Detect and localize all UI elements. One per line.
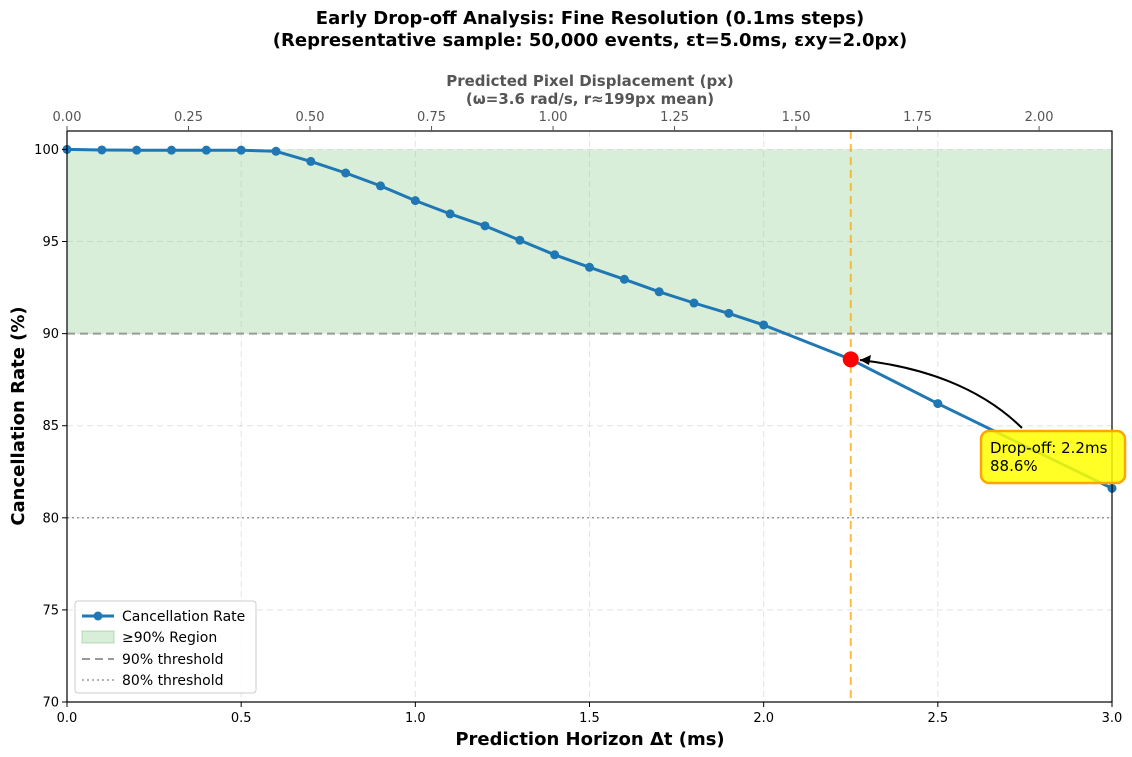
series-point: [132, 145, 142, 155]
series-point: [445, 209, 455, 219]
top-tick-label: 0.50: [296, 110, 325, 125]
legend-box: [74, 600, 257, 694]
annotation-text-line2: 88.6%: [990, 457, 1038, 475]
dropoff-marker: [842, 351, 859, 368]
x-axis-label: Prediction Horizon Δt (ms): [455, 729, 724, 750]
top-tick-label: 1.25: [660, 110, 689, 125]
series-point: [410, 196, 420, 206]
series-point: [654, 287, 664, 297]
top-tick-label: 1.00: [539, 110, 568, 125]
annotation-text-line1: Drop-off: 2.2ms: [990, 439, 1108, 457]
series-point: [759, 320, 769, 330]
series-point: [236, 145, 246, 155]
legend-swatch-series-marker: [93, 611, 103, 621]
series-point: [376, 181, 385, 191]
top-tick-label: 1.50: [782, 110, 811, 125]
top-tick-label: 0.00: [53, 110, 82, 125]
chart-title-line2: (Representative sample: 50,000 events, ε…: [273, 30, 907, 51]
dropoff-annotation: Drop-off: 2.2ms 88.6%: [859, 355, 1127, 485]
legend-label-threshold-80: 80% threshold: [122, 673, 224, 689]
annotation-arrow-head: [860, 355, 871, 365]
annotation-arrow: [859, 359, 1023, 429]
x-tick-label: 2.0: [753, 711, 774, 726]
tick-layer: 0.0 0.5 1.0 1.5 2.0 2.5 3.0 70 75 80 85 90 95 100 0.00…: [34, 110, 1122, 726]
y-tick-label: 70: [42, 696, 59, 711]
series-point: [97, 145, 107, 155]
x-tick-label: 1.0: [405, 711, 426, 726]
legend: Cancellation Rate ≥90% Region 90% thresh…: [74, 600, 257, 694]
dropoff-layer: [842, 351, 859, 368]
x-tick-label: 3.0: [1102, 711, 1123, 726]
top-tick-label: 0.25: [174, 110, 203, 125]
series-point: [933, 399, 943, 409]
legend-label-series: Cancellation Rate: [122, 609, 245, 625]
series-point: [167, 145, 176, 155]
top-axis-title-line2: (ω=3.6 rad/s, r≈199px mean): [466, 90, 714, 108]
y-tick-label: 95: [42, 235, 59, 250]
series-point: [550, 250, 560, 260]
series-point: [619, 274, 629, 284]
series-point: [585, 262, 594, 272]
series-point: [271, 146, 281, 156]
region-layer: [67, 149, 1112, 334]
x-tick-label: 1.5: [579, 711, 600, 726]
series-point: [724, 308, 734, 318]
region-90-fill: [67, 149, 1112, 334]
chart-title-line1: Early Drop-off Analysis: Fine Resolution…: [316, 8, 864, 29]
y-tick-label: 100: [34, 143, 59, 158]
legend-swatch-region: [81, 630, 115, 644]
legend-label-threshold-90: 90% threshold: [122, 652, 224, 668]
top-tick-label: 2.00: [1025, 110, 1054, 125]
x-tick-label: 2.5: [927, 711, 948, 726]
series-point: [515, 235, 525, 245]
y-tick-label: 80: [42, 511, 59, 526]
top-tick-label: 0.75: [417, 110, 446, 125]
series-point: [306, 156, 316, 166]
series-point: [201, 145, 211, 155]
series-line: [66, 147, 1113, 490]
x-tick-label: 0.5: [231, 711, 252, 726]
y-tick-label: 90: [42, 327, 59, 342]
top-tick-label: 1.75: [903, 110, 932, 125]
threshold-layer: [67, 332, 1112, 519]
legend-label-region: ≥90% Region: [122, 630, 217, 646]
top-axis-title-line1: Predicted Pixel Displacement (px): [446, 72, 734, 90]
series-point: [689, 298, 699, 308]
annotation-box: [979, 429, 1127, 485]
y-axis-label: Cancellation Rate (%): [8, 306, 29, 525]
y-tick-label: 75: [42, 603, 59, 618]
x-tick-label: 0.0: [57, 711, 78, 726]
series-layer: [62, 144, 1117, 493]
y-tick-label: 85: [42, 419, 59, 434]
series-point: [341, 168, 351, 178]
series-point: [480, 221, 490, 231]
